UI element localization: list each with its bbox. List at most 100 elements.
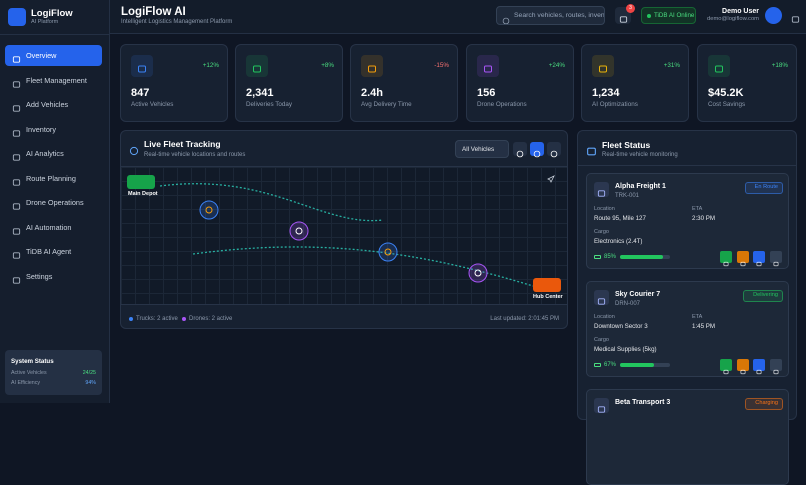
action-button[interactable] bbox=[769, 251, 782, 267]
vehicle-card[interactable]: Alpha Freight 1 TRK-001 En Route Location Ro… bbox=[586, 173, 789, 269]
nav-label: Settings bbox=[26, 271, 53, 281]
vehicle-marker[interactable] bbox=[199, 200, 219, 220]
action-button[interactable] bbox=[736, 359, 749, 375]
action-button[interactable] bbox=[736, 251, 749, 267]
navigate-icon[interactable] bbox=[547, 175, 555, 183]
battery-icon bbox=[594, 363, 601, 367]
icon bbox=[773, 254, 779, 267]
header: LogiFlow AI Intelligent Logistics Managem… bbox=[110, 0, 806, 34]
action-button[interactable] bbox=[753, 359, 765, 375]
vehicle-card[interactable]: Beta Transport 3 Charging bbox=[586, 389, 789, 485]
stat-value: 847 bbox=[131, 87, 150, 99]
brand-logo bbox=[8, 8, 26, 26]
icon-glyph bbox=[12, 105, 21, 112]
nav-item[interactable]: Inventory bbox=[5, 119, 102, 140]
stat-change: +12% bbox=[202, 62, 219, 69]
icon-glyph bbox=[597, 406, 606, 413]
stat-value: $45.2K bbox=[708, 87, 744, 99]
marker-glyph bbox=[474, 269, 482, 277]
stat-card: -15% 2.4h Avg Delivery Time bbox=[350, 44, 458, 122]
legend-dot bbox=[182, 317, 186, 321]
nav-item[interactable]: Add Vehicles bbox=[5, 94, 102, 115]
icon-glyph bbox=[791, 16, 800, 23]
vehicle-location: Downtown Sector 3 bbox=[594, 323, 648, 330]
icon-glyph bbox=[12, 227, 21, 235]
status-key: AI Efficiency bbox=[11, 380, 41, 386]
stat-icon bbox=[131, 55, 153, 77]
nav-item[interactable]: AI Automation bbox=[5, 217, 102, 238]
vehicle-id: DRN-007 bbox=[615, 301, 641, 307]
marker-glyph bbox=[384, 248, 392, 256]
field-label: Cargo bbox=[594, 229, 609, 235]
icon-glyph bbox=[12, 154, 21, 161]
stat-card: +8% 2,341 Deliveries Today bbox=[235, 44, 343, 122]
ai-status: TiDB AI Online bbox=[641, 7, 696, 24]
vehicle-filter[interactable]: All Vehicles bbox=[455, 140, 509, 158]
icon[interactable] bbox=[791, 11, 800, 23]
search-box[interactable]: Search vehicles, routes, inventory... bbox=[496, 6, 605, 25]
icon bbox=[723, 254, 729, 267]
status-key: Active Vehicles bbox=[11, 370, 47, 376]
vehicle-icon bbox=[594, 398, 609, 413]
nav-label: Add Vehicles bbox=[26, 100, 69, 109]
battery-fill bbox=[620, 363, 654, 367]
last-updated: Last updated: 2:01:45 PM bbox=[490, 316, 559, 322]
icon-glyph bbox=[597, 190, 606, 197]
nav-item[interactable]: Settings bbox=[5, 266, 102, 287]
stat-icon bbox=[592, 55, 614, 77]
nav-item[interactable]: Drone Operations bbox=[5, 192, 102, 213]
action-button[interactable] bbox=[720, 359, 732, 375]
status-badge: Delivering bbox=[743, 290, 783, 302]
icon bbox=[740, 254, 746, 267]
action-button[interactable] bbox=[720, 251, 732, 267]
icon-glyph bbox=[773, 369, 778, 375]
legend-dot bbox=[129, 317, 133, 321]
map-panel: Live Fleet Tracking Real-time vehicle loc… bbox=[120, 130, 568, 329]
stat-card: +12% 847 Active Vehicles bbox=[120, 44, 228, 122]
nav-label: Drone Operations bbox=[26, 198, 84, 207]
status-value: 24/25 bbox=[82, 370, 96, 376]
field-label: ETA bbox=[692, 314, 703, 320]
nav-item[interactable]: Fleet Management bbox=[5, 70, 102, 91]
vehicle-marker[interactable] bbox=[378, 242, 398, 262]
vehicle-cargo: Medical Supplies (5kg) bbox=[594, 346, 657, 353]
icon-glyph bbox=[619, 16, 628, 23]
notification-badge: 3 bbox=[626, 4, 635, 13]
drone-count: Drones: 2 active bbox=[189, 316, 233, 322]
stat-icon bbox=[246, 55, 268, 77]
vehicle-marker[interactable] bbox=[289, 221, 309, 241]
truck-count: Trucks: 2 active bbox=[136, 316, 178, 322]
icon bbox=[12, 149, 21, 161]
icon-glyph bbox=[715, 65, 723, 73]
icon bbox=[714, 61, 724, 73]
icon bbox=[586, 144, 597, 156]
field-label: Location bbox=[594, 206, 615, 212]
battery-fill bbox=[620, 255, 663, 259]
icon-glyph bbox=[12, 203, 21, 210]
map-button[interactable] bbox=[530, 142, 544, 158]
icon-glyph bbox=[756, 261, 762, 267]
vehicle-marker[interactable] bbox=[468, 263, 488, 283]
icon bbox=[773, 362, 779, 375]
icon-glyph bbox=[129, 146, 139, 156]
action-button[interactable] bbox=[753, 251, 765, 267]
nav-item[interactable]: Route Planning bbox=[5, 168, 102, 189]
map-button[interactable] bbox=[547, 142, 561, 158]
notifications[interactable]: 3 bbox=[615, 4, 635, 24]
nav-item[interactable]: TiDB AI Agent bbox=[5, 241, 102, 262]
icon-glyph bbox=[756, 369, 762, 375]
action-button[interactable] bbox=[769, 359, 782, 375]
icon bbox=[598, 61, 608, 73]
vehicle-card[interactable]: Sky Courier 7 DRN-007 Delivering Location Do… bbox=[586, 281, 789, 377]
map-button[interactable] bbox=[513, 142, 527, 158]
nav-item[interactable]: AI Analytics bbox=[5, 143, 102, 164]
route bbox=[159, 183, 384, 222]
icon-glyph bbox=[12, 56, 21, 63]
filter-label: All Vehicles bbox=[462, 146, 495, 153]
stat-icon bbox=[477, 55, 499, 77]
avatar[interactable] bbox=[765, 7, 782, 24]
route bbox=[192, 246, 534, 287]
vehicle-name: Sky Courier 7 bbox=[615, 291, 661, 298]
nav-item[interactable]: Overview bbox=[5, 45, 102, 66]
icon-glyph bbox=[599, 65, 607, 73]
